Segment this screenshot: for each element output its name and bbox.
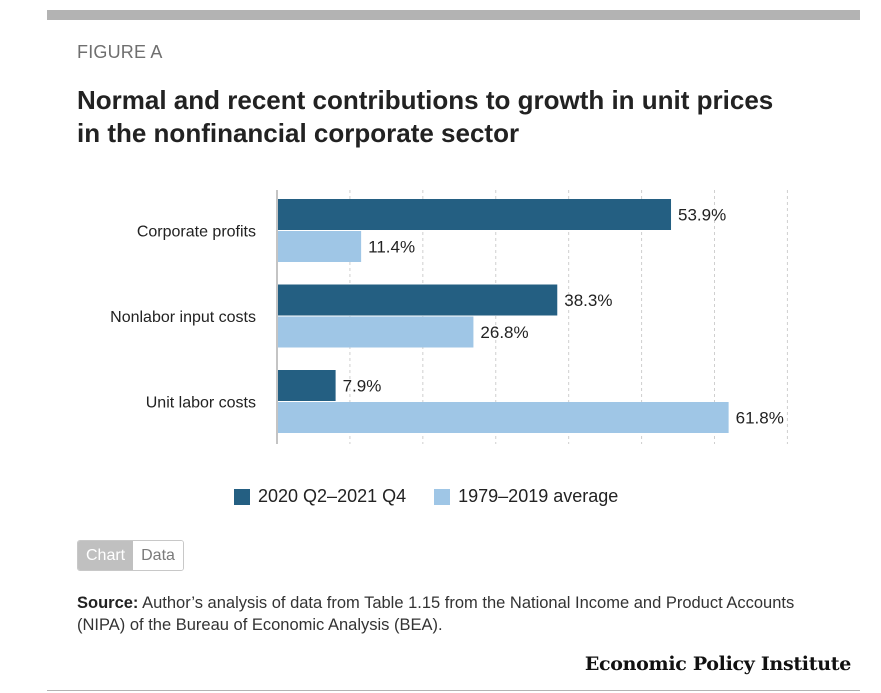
source-label: Source: <box>77 594 139 612</box>
view-toggle: Chart Data <box>77 540 184 571</box>
data-label-s2-2: 26.8% <box>480 323 528 342</box>
legend-label-series-1: 2020 Q2–2021 Q4 <box>258 486 407 506</box>
bar-s2-3 <box>278 402 729 433</box>
data-label-s1-2: 38.3% <box>564 291 612 310</box>
chart-title: Normal and recent contributions to growt… <box>77 85 774 148</box>
category-label-2: Nonlabor input costs <box>110 309 256 326</box>
legend-swatch-series-2 <box>434 488 451 505</box>
data-label-s2-1: 11.4% <box>368 238 415 257</box>
data-label-s1-3: 7.9% <box>343 377 382 396</box>
legend-swatch-series-1 <box>234 488 250 505</box>
bar-s2-2 <box>278 316 474 348</box>
source-note: Source: Author’s analysis of data from T… <box>77 592 837 636</box>
top-rule <box>47 10 860 20</box>
category-label-3: Unit labor costs <box>146 395 256 412</box>
data-label-s1-1: 53.9% <box>678 206 726 225</box>
legend-item-series-2[interactable]: 1979–2019 average <box>434 486 618 507</box>
legend: 2020 Q2–2021 Q4 1979–2019 average <box>234 486 646 507</box>
legend-item-series-1[interactable]: 2020 Q2–2021 Q4 <box>234 486 406 507</box>
bar-s2-1 <box>278 231 362 262</box>
source-text: Author’s analysis of data from Table 1.1… <box>77 594 795 634</box>
chart-tab[interactable]: Chart <box>78 541 134 570</box>
bottom-rule <box>47 690 860 691</box>
data-label-s2-3: 61.8% <box>736 409 784 428</box>
bar-s1-3 <box>278 370 336 401</box>
data-tab[interactable]: Data <box>133 541 183 570</box>
category-label-1: Corporate profits <box>137 224 256 241</box>
brand-logo: Economic Policy Institute <box>584 653 851 675</box>
bar-s1-2 <box>278 284 558 316</box>
bar-s1-1 <box>278 199 672 230</box>
figure-label: FIGURE A <box>77 42 163 62</box>
legend-label-series-2: 1979–2019 average <box>458 486 619 506</box>
